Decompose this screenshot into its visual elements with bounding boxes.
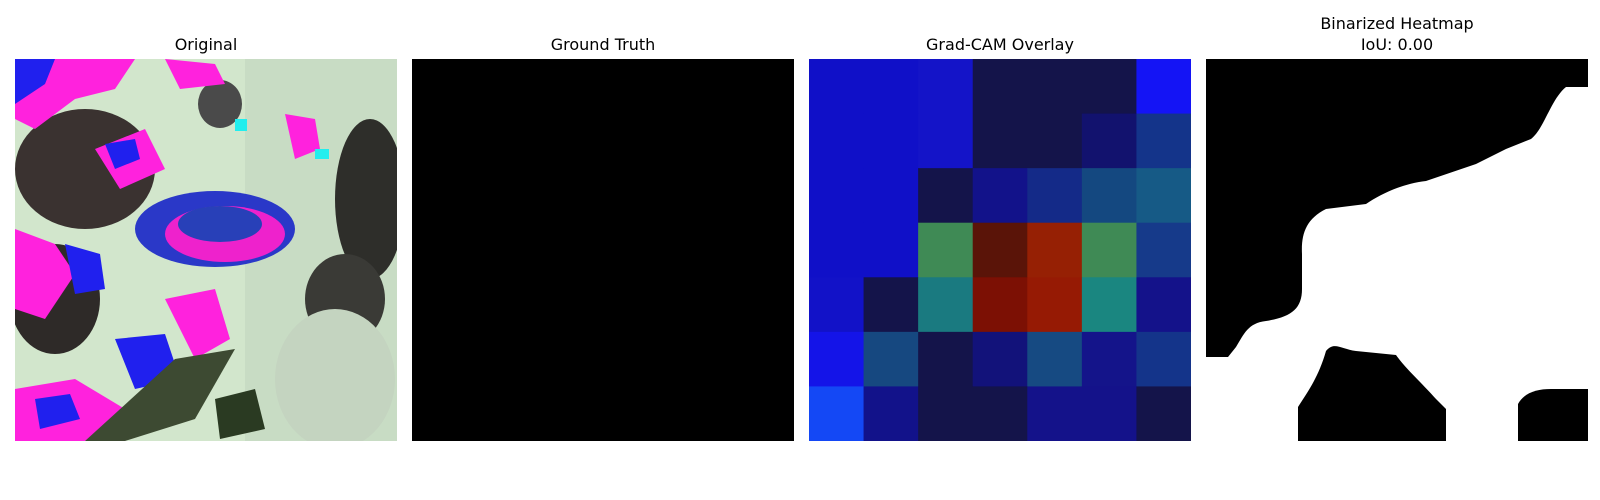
heatmap-cell <box>972 168 1028 224</box>
heatmap-cell <box>972 277 1028 333</box>
heatmap-cell <box>1027 113 1083 169</box>
heatmap-cell <box>1136 59 1191 115</box>
heatmap-cell <box>863 59 919 115</box>
heatmap-cell <box>918 222 974 278</box>
heatmap-cell <box>1081 386 1137 441</box>
heatmap-cell <box>1081 59 1137 115</box>
binarized-heatmap <box>1206 59 1588 441</box>
ground-truth-fill <box>412 59 794 441</box>
heatmap-cell <box>918 168 974 224</box>
heatmap-cell <box>863 113 919 169</box>
heatmap-cell <box>1081 168 1137 224</box>
heatmap-cell <box>1081 113 1137 169</box>
heatmap-cell <box>809 168 865 224</box>
panel-title-ground-truth: Ground Truth <box>550 35 656 54</box>
heatmap-cell <box>809 59 865 115</box>
heatmap-cell <box>863 222 919 278</box>
heatmap-cell <box>1136 113 1191 169</box>
heatmap-cell <box>1027 277 1083 333</box>
heatmap-cell <box>1027 386 1083 441</box>
panel-title-original: Original <box>174 35 238 54</box>
heatmap-cell <box>1027 168 1083 224</box>
heatmap-cell <box>1081 222 1137 278</box>
heatmap-cell <box>863 331 919 387</box>
heatmap-cell <box>809 277 865 333</box>
heatmap-cell <box>809 331 865 387</box>
binarized-region-top <box>1206 59 1588 357</box>
heatmap-cell <box>1136 386 1191 441</box>
heatmap-cell <box>1081 277 1137 333</box>
binarized-region-bottom-left <box>1298 346 1446 441</box>
heatmap-cell <box>1136 222 1191 278</box>
heatmap-cell <box>1027 59 1083 115</box>
heatmap-cell <box>972 59 1028 115</box>
binarized-region-bottom-right <box>1518 389 1588 441</box>
heatmap-cell <box>972 386 1028 441</box>
grad-cam-overlay <box>809 59 1191 441</box>
heatmap-cell <box>1027 222 1083 278</box>
heatmap-cell <box>809 222 865 278</box>
heatmap-cell <box>918 386 974 441</box>
heatmap-cell <box>863 277 919 333</box>
heatmap-cell <box>1136 168 1191 224</box>
heatmap-cell <box>809 113 865 169</box>
heatmap-cell <box>972 222 1028 278</box>
original-image <box>15 59 397 441</box>
panel-subtitle-iou: IoU: 0.00 <box>1360 35 1434 54</box>
heatmap-cell <box>1136 331 1191 387</box>
heatmap-cell <box>918 59 974 115</box>
panel-title-grad-cam: Grad-CAM Overlay <box>926 35 1074 54</box>
heatmap-cell <box>863 386 919 441</box>
panel-title-binarized: Binarized Heatmap <box>1320 14 1474 33</box>
heatmap-cell <box>1081 331 1137 387</box>
heatmap-cell <box>972 331 1028 387</box>
heatmap-cell <box>863 168 919 224</box>
heatmap-cell <box>918 277 974 333</box>
heatmap-cell <box>809 386 865 441</box>
heatmap-cell <box>1136 277 1191 333</box>
heatmap-cell <box>918 113 974 169</box>
heatmap-cell <box>918 331 974 387</box>
ground-truth-mask <box>412 59 794 441</box>
heatmap-cell <box>972 113 1028 169</box>
heatmap-cell <box>1027 331 1083 387</box>
